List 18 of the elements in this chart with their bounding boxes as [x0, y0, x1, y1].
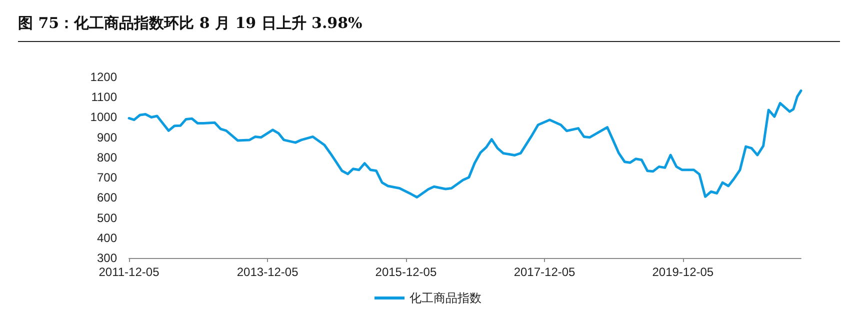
x-tick-label: 2019-12-05 — [652, 265, 714, 279]
y-tick-label: 900 — [96, 130, 118, 144]
chart-title: 图 75：化工商品指数环比 8 月 19 日上升 3.98% — [18, 14, 840, 42]
legend-label: 化工商品指数 — [410, 291, 482, 305]
y-tick-label: 1200 — [90, 70, 118, 84]
y-tick-label: 600 — [96, 190, 118, 205]
y-tick-label: 700 — [96, 170, 118, 185]
line-series — [128, 89, 802, 199]
y-tick-label: 1000 — [90, 110, 118, 124]
x-tick-label: 2015-12-05 — [375, 265, 437, 279]
y-tick-label: 400 — [96, 230, 118, 245]
y-tick-label: 800 — [96, 150, 118, 164]
y-tick-label: 500 — [96, 210, 118, 225]
y-tick-label: 300 — [96, 251, 118, 265]
x-tick-label: 2011-12-05 — [98, 265, 160, 279]
x-tick-label: 2013-12-05 — [236, 265, 299, 279]
x-tick-label: 2017-12-05 — [514, 265, 576, 279]
y-tick-label: 1100 — [91, 90, 118, 104]
